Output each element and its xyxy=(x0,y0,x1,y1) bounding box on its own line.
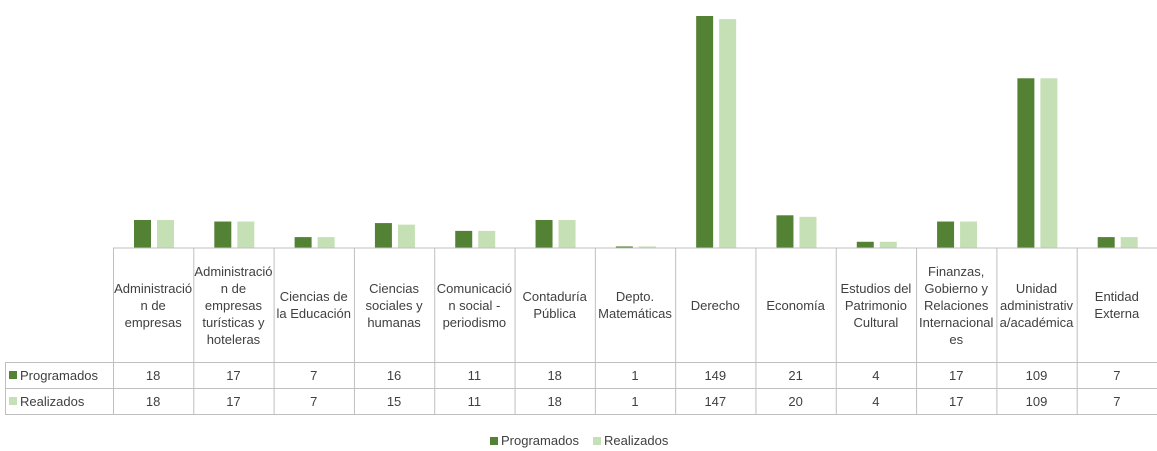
bar xyxy=(214,221,232,248)
bar xyxy=(960,221,978,248)
bar xyxy=(455,230,473,248)
table-value: 18 xyxy=(145,393,161,409)
table-value: 11 xyxy=(467,393,482,409)
bar xyxy=(879,241,897,248)
category-label: Administración de empresas xyxy=(114,280,193,330)
category-label: Economía xyxy=(766,297,825,313)
bar xyxy=(856,241,874,248)
bar xyxy=(157,219,174,248)
bar xyxy=(317,237,335,248)
bar xyxy=(719,19,737,249)
legend-label: Programados xyxy=(501,433,580,448)
bar xyxy=(799,216,817,248)
bar xyxy=(1097,237,1115,248)
bar xyxy=(134,219,151,248)
table-value: 17 xyxy=(226,393,241,409)
bar xyxy=(397,224,415,248)
table-value: 1 xyxy=(631,393,639,409)
category-label: Estudios del Patrimonio Cultural xyxy=(840,280,912,330)
table-value: 109 xyxy=(1025,367,1048,383)
table-value: 147 xyxy=(704,393,727,409)
category-label: Depto. Matemáticas xyxy=(598,289,672,321)
table-value: 4 xyxy=(872,393,880,409)
table-value: 18 xyxy=(547,367,562,383)
table-value: 17 xyxy=(226,367,241,383)
bar xyxy=(558,219,576,248)
bar xyxy=(294,237,312,248)
series-name: Programados xyxy=(20,367,99,383)
legend-item: Programados xyxy=(490,433,579,448)
bar xyxy=(1120,237,1138,248)
category-label: Ciencias de la Educación xyxy=(276,289,351,321)
category-label: Finanzas, Gobierno y Relaciones Internac… xyxy=(918,263,994,347)
category-label: Administración de empresas turísticas y … xyxy=(194,263,273,347)
category-label: Derecho xyxy=(690,297,740,313)
table-value: 7 xyxy=(310,393,318,409)
legend-key xyxy=(593,436,601,445)
bar xyxy=(535,219,553,248)
category-label: Contaduría Pública xyxy=(522,289,587,321)
bar xyxy=(237,221,255,248)
legend-label: Realizados xyxy=(604,433,669,448)
bar xyxy=(478,230,496,248)
category-label: Comunicación social - periodismo xyxy=(436,280,512,330)
table-value: 1 xyxy=(631,367,639,383)
table-value: 109 xyxy=(1025,393,1048,409)
table-value: 15 xyxy=(386,393,402,409)
category-label: Entidad Externa xyxy=(1094,289,1140,321)
category-label: Ciencias sociales y humanas xyxy=(365,280,423,330)
series-label: Programados xyxy=(5,362,113,388)
bar xyxy=(937,221,955,248)
bar xyxy=(696,16,714,248)
bar xyxy=(776,215,794,248)
series-label: Realizados xyxy=(5,388,113,414)
table-value: 17 xyxy=(948,367,964,383)
bar xyxy=(1017,78,1035,248)
table-value: 21 xyxy=(788,367,803,383)
table-value: 16 xyxy=(386,367,402,383)
table-value: 7 xyxy=(1113,367,1121,383)
table-value: 18 xyxy=(145,367,161,383)
table-value: 4 xyxy=(872,367,880,383)
legend-key xyxy=(490,436,498,445)
legend-key xyxy=(9,371,17,379)
table-value: 18 xyxy=(547,393,562,409)
table-value: 17 xyxy=(948,393,964,409)
bar xyxy=(374,223,392,248)
legend-key xyxy=(9,397,17,405)
table-value: 149 xyxy=(704,367,727,383)
bar xyxy=(638,246,656,248)
table-value: 11 xyxy=(467,367,482,383)
bar xyxy=(1040,78,1058,248)
table-value: 20 xyxy=(788,393,803,409)
table-value: 7 xyxy=(310,367,318,383)
series-name: Realizados xyxy=(20,393,85,409)
category-label: Unidad administrativa/académica xyxy=(999,280,1074,330)
table-value: 7 xyxy=(1113,393,1121,409)
bar xyxy=(615,246,633,248)
legend-item: Realizados xyxy=(593,433,668,448)
